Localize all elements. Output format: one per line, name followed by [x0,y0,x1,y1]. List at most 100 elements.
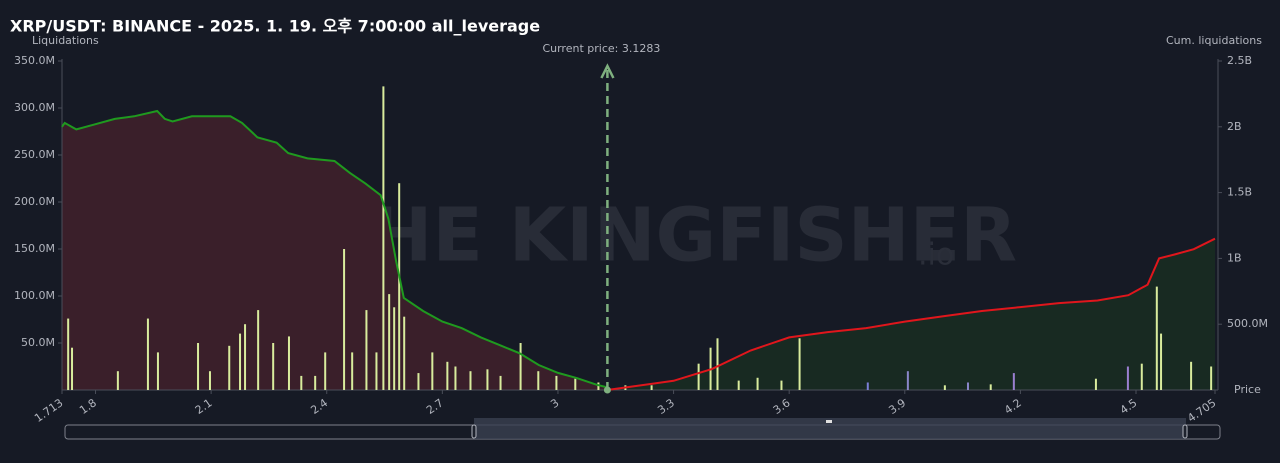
x-tick-label: 3 [548,396,561,411]
cum-area [62,111,608,390]
bar [272,343,275,390]
bar [1094,378,1097,390]
bar [1155,286,1158,390]
bar [403,316,406,390]
bar [499,375,502,390]
x-tick-label: 2.1 [193,396,215,417]
bar [697,363,700,390]
bar [650,385,653,390]
bar [780,380,783,390]
y-tick-label: 250.0M [14,148,55,161]
y2-tick-label: 2.5B [1227,54,1252,67]
bar [197,343,200,390]
bar [966,382,969,390]
bar [382,86,385,390]
bar [866,382,869,390]
x-tick-label: 1.8 [77,396,99,417]
x-axis-title: Price [1234,383,1261,396]
bar [208,371,211,390]
current-price-dot [603,386,611,394]
x-tick-label: 3.3 [655,396,677,417]
x-tick-label: 4.2 [1002,396,1024,417]
x-tick-label: 3.6 [771,396,793,417]
bar [146,318,149,390]
y-tick-label: 350.0M [14,54,55,67]
scroll-handle[interactable] [471,424,477,439]
bar [239,333,242,390]
scroll-grip [826,420,832,423]
bar [257,310,260,390]
bar [116,371,119,390]
bar [756,377,759,390]
y2-tick-label: 1.5B [1227,186,1252,199]
bar [1210,366,1213,390]
bar [343,249,346,390]
bar [287,336,290,390]
bar [244,324,247,390]
bar [1160,333,1163,390]
bar [574,378,577,390]
x-tick-label: 2.7 [424,396,446,417]
bar [716,338,719,390]
y-axis-title: Liquidations [32,34,99,47]
current-price-label: Current price: 3.1283 [542,42,660,55]
chart-title: XRP/USDT: BINANCE - 2025. 1. 19. 오후 7:00… [10,17,540,36]
x-tick-label: 4.705 [1185,396,1218,425]
bar [989,384,992,390]
y-tick-label: 100.0M [14,289,55,302]
x-tick-label: 2.4 [308,396,330,417]
y-tick-label: 150.0M [14,242,55,255]
bar [393,307,396,390]
y2-tick-label: 2B [1227,120,1242,133]
watermark: THE KINGFISHER [320,193,1017,279]
bar [469,371,472,390]
bar [454,366,457,390]
bar [1140,363,1143,390]
bar [351,352,354,390]
bar [943,385,946,390]
y2-tick-label: 1B [1227,251,1242,264]
bar [1126,366,1129,390]
bar [67,318,70,390]
scrollbar[interactable] [64,418,1221,440]
bar [1190,361,1193,390]
bar [486,369,489,390]
bar [71,347,74,390]
bar [375,352,378,390]
bar [228,345,231,390]
bar [388,294,391,390]
bar [737,380,740,390]
y-tick-label: 200.0M [14,195,55,208]
bar [300,375,303,390]
bar [156,352,159,390]
watermark-suffix: .io [918,238,954,273]
scroll-window[interactable] [474,418,1186,439]
bar [398,183,401,390]
bar [365,310,368,390]
bar [417,373,420,390]
y2-tick-label: 500.0M [1227,317,1268,330]
x-tick-label: 3.9 [886,396,908,417]
y-tick-label: 50.0M [21,336,55,349]
cum-line [607,237,1216,391]
scroll-handle[interactable] [1182,424,1188,439]
bar [555,375,558,390]
bar [324,352,327,390]
bar [798,338,801,390]
cum-line [61,109,608,389]
bar [906,371,909,390]
bar [446,361,449,390]
bar [519,343,522,390]
bar [314,375,317,390]
bar [1012,373,1015,390]
cum-area [607,238,1215,390]
y2-axis-title: Cum. liquidations [1166,34,1262,47]
x-tick-label: 4.5 [1118,396,1140,417]
current-price-arrow [600,63,615,79]
x-tick-label: 1.713 [32,396,65,425]
bar [597,382,600,390]
bar [537,371,540,390]
y-tick-label: 300.0M [14,101,55,114]
